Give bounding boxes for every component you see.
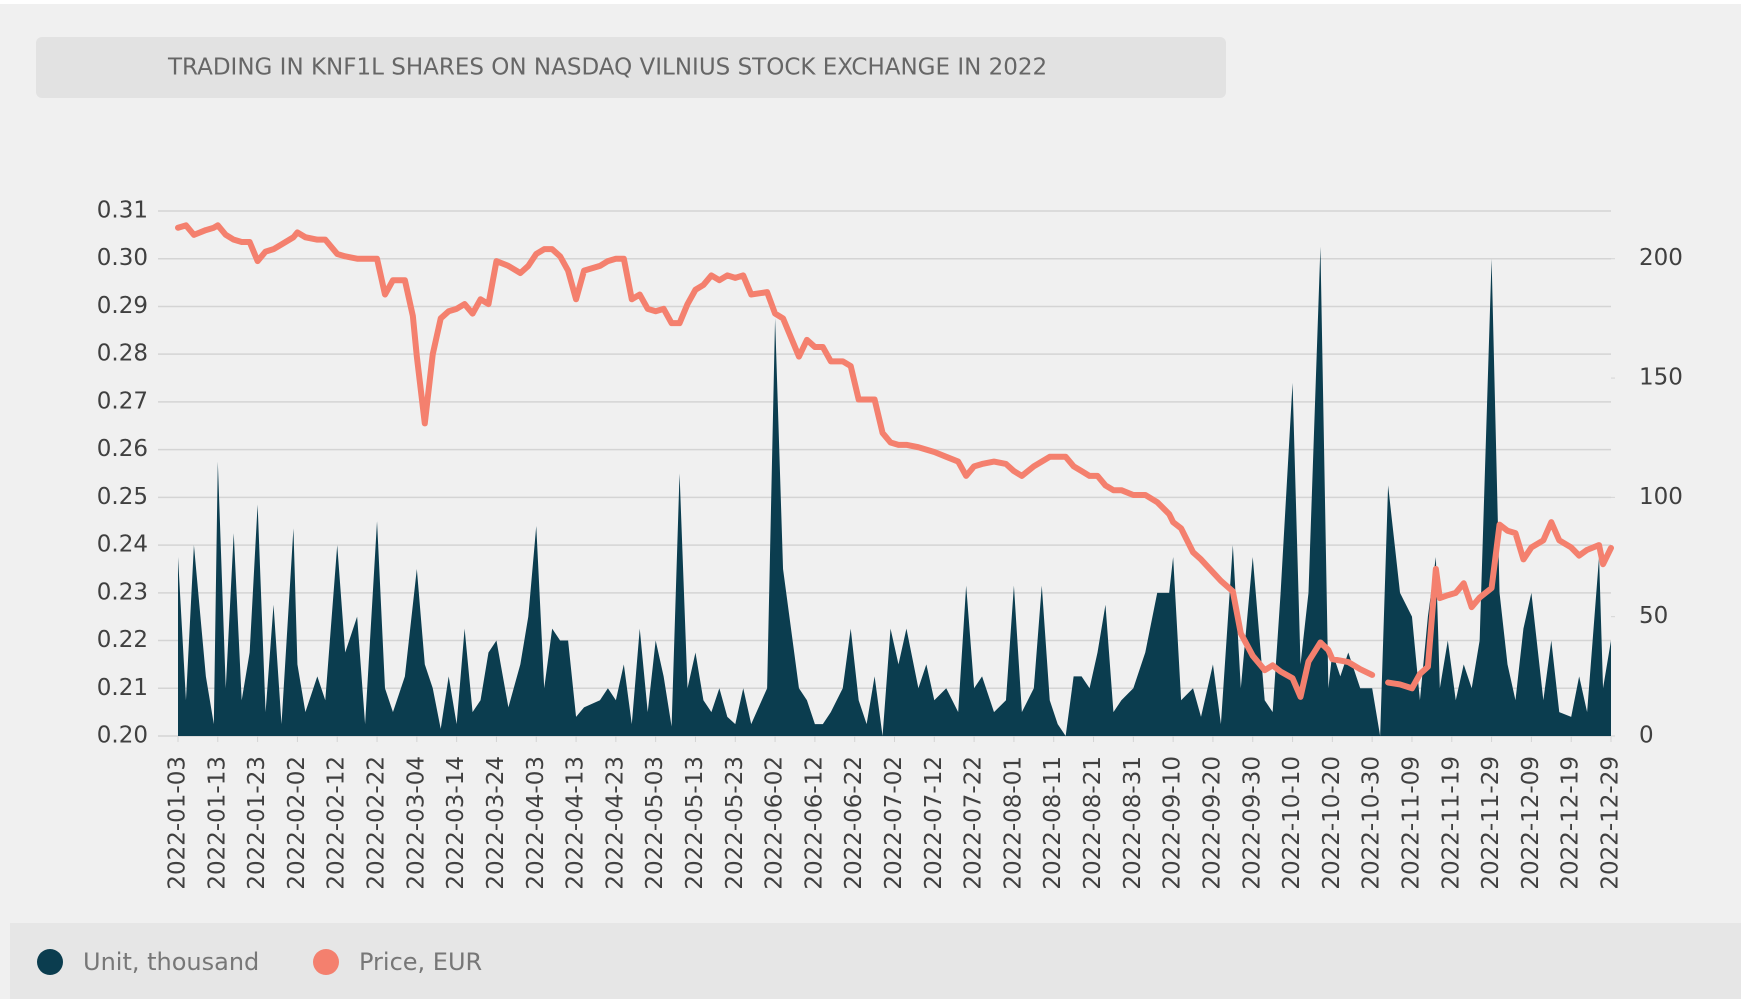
x-tick-label: 2022-02-02 [284,756,310,890]
y-tick-label: 0.30 [97,245,148,271]
x-tick-label: 2022-09-10 [1160,756,1186,890]
x-tick-label: 2022-02-22 [364,756,390,890]
x-tick-label: 2022-06-02 [762,756,788,890]
x-tick-label: 2022-07-22 [961,756,987,890]
x-tick-label: 2022-10-30 [1359,756,1385,890]
y-tick-label: 0.25 [97,484,148,510]
legend-label: Unit, thousand [83,948,259,976]
y-tick-label: 0.31 [97,198,148,224]
x-tick-label: 2022-11-19 [1438,756,1464,890]
x-tick-label: 2022-04-23 [602,756,628,890]
x-tick-label: 2022-09-20 [1199,756,1225,890]
title-box [36,37,1226,98]
x-tick-label: 2022-08-31 [1120,756,1146,890]
legend-band [10,923,1741,999]
y2-tick-label: 50 [1639,603,1668,629]
x-tick-label: 2022-03-14 [443,756,469,890]
legend-label: Price, EUR [359,948,482,976]
x-tick-label: 2022-01-23 [244,756,270,890]
x-tick-label: 2022-05-03 [642,756,668,890]
y-tick-label: 0.23 [97,579,148,605]
y2-tick-label: 150 [1639,365,1683,391]
x-tick-label: 2022-11-29 [1478,756,1504,890]
y-tick-label: 0.22 [97,627,148,653]
y-tick-label: 0.27 [97,388,148,414]
x-tick-label: 2022-02-12 [324,756,350,890]
x-tick-label: 2022-04-03 [523,756,549,890]
x-tick-label: 2022-01-03 [165,756,191,890]
y2-tick-label: 100 [1639,484,1683,510]
x-tick-label: 2022-08-01 [1000,756,1026,890]
y-tick-label: 0.21 [97,675,148,701]
x-tick-label: 2022-12-09 [1518,756,1544,890]
y-tick-label: 0.29 [97,293,148,319]
legend-marker [313,949,339,975]
x-tick-label: 2022-10-10 [1279,756,1305,890]
x-tick-label: 2022-06-12 [801,756,827,890]
y-tick-label: 0.24 [97,532,148,558]
y-tick-label: 0.26 [97,436,148,462]
y2-tick-label: 200 [1639,245,1683,271]
x-tick-label: 2022-11-09 [1398,756,1424,890]
chart-title: TRADING IN KNF1L SHARES ON NASDAQ VILNIU… [167,55,1047,81]
x-tick-label: 2022-05-23 [722,756,748,890]
x-tick-label: 2022-06-22 [841,756,867,890]
x-tick-label: 2022-08-21 [1080,756,1106,890]
x-tick-label: 2022-01-13 [204,756,230,890]
y2-tick-label: 0 [1639,723,1654,749]
x-tick-label: 2022-08-11 [1040,756,1066,890]
top-edge [0,0,1741,4]
price-line [175,222,1614,700]
x-tick-label: 2022-12-29 [1598,756,1624,890]
x-tick-label: 2022-05-13 [682,756,708,890]
x-tick-label: 2022-12-19 [1558,756,1584,890]
x-tick-label: 2022-03-04 [403,756,429,890]
x-tick-label: 2022-10-20 [1319,756,1345,890]
x-tick-label: 2022-07-02 [881,756,907,890]
legend-marker [37,949,63,975]
x-tick-label: 2022-03-24 [483,756,509,890]
y-tick-label: 0.20 [97,723,148,749]
x-tick-label: 2022-07-12 [921,756,947,890]
x-tick-label: 2022-09-30 [1239,756,1265,890]
volume-area [178,246,1611,736]
y-tick-label: 0.28 [97,341,148,367]
x-tick-label: 2022-04-13 [563,756,589,890]
